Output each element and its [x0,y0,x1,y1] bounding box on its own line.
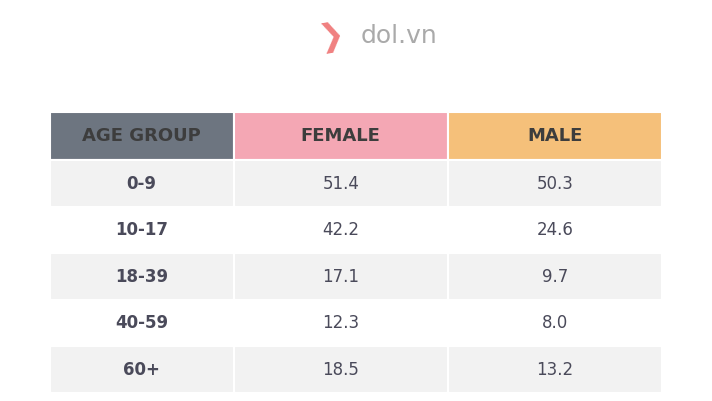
FancyBboxPatch shape [50,160,234,207]
Text: ❯: ❯ [316,18,346,54]
Text: 40-59: 40-59 [115,314,168,332]
FancyBboxPatch shape [50,300,234,346]
Text: 8.0: 8.0 [542,314,568,332]
Text: AGE GROUP: AGE GROUP [83,128,201,145]
FancyBboxPatch shape [448,112,662,160]
Text: 10-17: 10-17 [115,221,168,239]
Text: 0-9: 0-9 [127,175,157,192]
Text: 50.3: 50.3 [537,175,573,192]
FancyBboxPatch shape [234,346,448,393]
FancyBboxPatch shape [448,253,662,300]
Text: 18-39: 18-39 [115,268,168,286]
FancyBboxPatch shape [234,160,448,207]
Text: dol.vn: dol.vn [360,24,437,48]
FancyBboxPatch shape [448,300,662,346]
FancyBboxPatch shape [50,207,234,253]
Text: 9.7: 9.7 [542,268,568,286]
Text: 13.2: 13.2 [536,361,574,379]
Text: 51.4: 51.4 [323,175,359,192]
FancyBboxPatch shape [234,207,448,253]
FancyBboxPatch shape [50,112,234,160]
FancyBboxPatch shape [50,346,234,393]
FancyBboxPatch shape [448,346,662,393]
Text: 17.1: 17.1 [323,268,359,286]
FancyBboxPatch shape [234,112,448,160]
Text: 12.3: 12.3 [322,314,360,332]
Text: 24.6: 24.6 [537,221,573,239]
FancyBboxPatch shape [234,253,448,300]
FancyBboxPatch shape [448,207,662,253]
FancyBboxPatch shape [448,160,662,207]
Text: 60+: 60+ [123,361,160,379]
Text: MALE: MALE [528,128,582,145]
Text: FEMALE: FEMALE [300,128,381,145]
FancyBboxPatch shape [50,253,234,300]
FancyBboxPatch shape [234,300,448,346]
Text: 42.2: 42.2 [323,221,359,239]
Text: 18.5: 18.5 [323,361,359,379]
